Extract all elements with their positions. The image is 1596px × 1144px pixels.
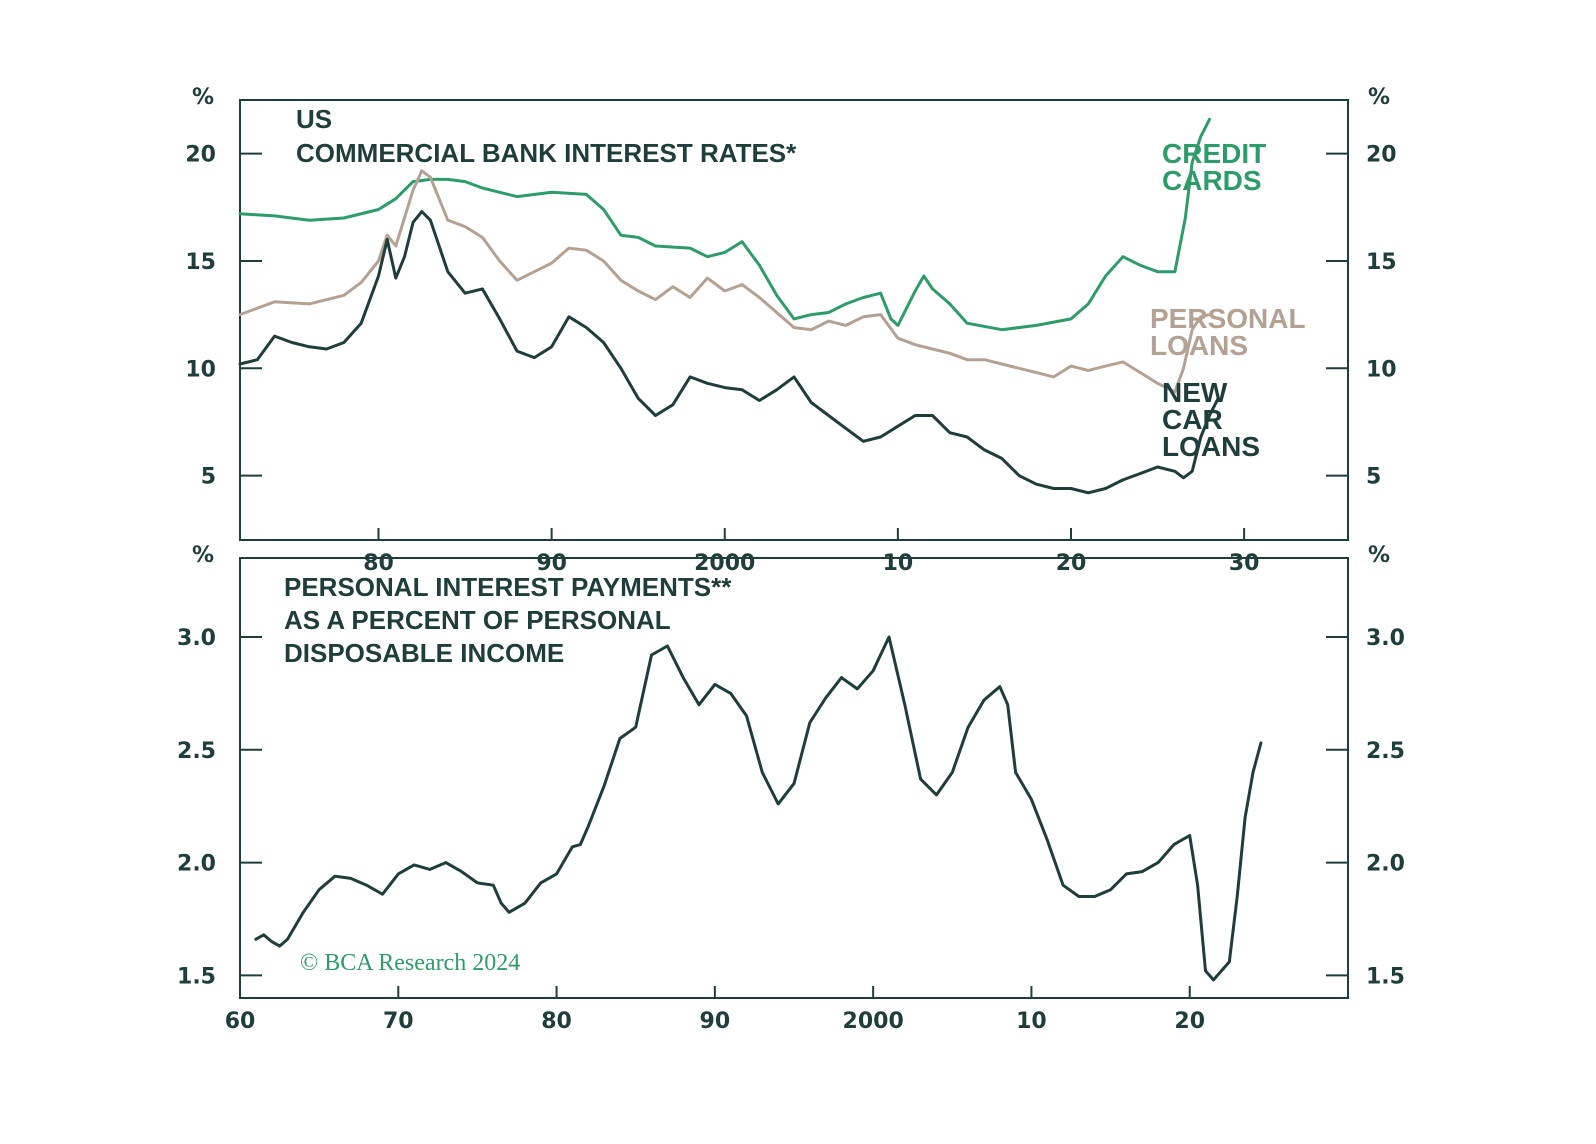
top-x-label: 80: [363, 551, 394, 576]
legend-personal-loans: PERSONAL LOANS: [1150, 303, 1306, 361]
bottom-y-label-right: 2.5: [1366, 739, 1405, 764]
bottom-x-label: 10: [1016, 1009, 1047, 1034]
bottom-y-label-right: 3.0: [1366, 626, 1405, 651]
bottom-y-label-left: 2.0: [177, 852, 216, 877]
top-y-label-right: 5: [1366, 465, 1381, 490]
legend-new-car-loans-line-2: CAR: [1162, 404, 1223, 435]
bottom-left-unit: %: [192, 543, 214, 568]
top-x-ticks: 80 90 2000 10 20 30: [363, 528, 1259, 576]
bottom-x-label: 2000: [843, 1009, 904, 1034]
bottom-title-line-2: AS A PERCENT OF PERSONAL: [284, 605, 671, 635]
bottom-y-ticks: 1.5 1.5 2.0 2.0 2.5 2.5 3.0 3.0: [177, 626, 1405, 989]
top-panel-frame: [239, 99, 1349, 541]
top-right-unit: %: [1368, 85, 1390, 110]
top-title-line-2: COMMERCIAL BANK INTEREST RATES*: [296, 138, 797, 168]
top-y-label-left: 15: [185, 250, 216, 275]
top-y-ticks: 5 5 10 10 15 15 20 20: [185, 143, 1396, 490]
legend-credit-cards: CREDIT CARDS: [1162, 138, 1266, 196]
bottom-y-label-left: 2.5: [177, 739, 216, 764]
bottom-series-lines: [254, 635, 1263, 982]
top-y-label-right: 20: [1366, 143, 1397, 168]
legend-new-car-loans: NEW CAR LOANS: [1162, 377, 1260, 462]
credit-text: © BCA Research 2024: [300, 950, 520, 976]
bottom-x-ticks: 60 70 80 90 2000 10 20: [225, 986, 1205, 1034]
bottom-x-label: 20: [1174, 1009, 1205, 1034]
top-x-label: 90: [536, 551, 567, 576]
top-line-personal-loans: [238, 169, 1211, 394]
bottom-panel: % % 1.5 1.5 2.0 2.0 2.5 2.5 3.0 3.0 60 70 80 90 200…: [177, 543, 1405, 1034]
legend-new-car-loans-line-1: NEW: [1162, 377, 1228, 408]
top-y-label-left: 20: [185, 143, 216, 168]
bottom-panel-frame: [239, 557, 1349, 999]
top-x-label: 20: [1056, 551, 1087, 576]
top-line-new-car-loans: [238, 210, 1220, 495]
bottom-x-label: 90: [700, 1009, 731, 1034]
top-x-label: 2000: [694, 551, 755, 576]
top-x-label: 30: [1229, 551, 1260, 576]
top-x-label: 10: [883, 551, 914, 576]
top-series-lines: [238, 117, 1220, 495]
bottom-y-label-right: 2.0: [1366, 852, 1405, 877]
top-line-credit-cards: [238, 117, 1211, 332]
legend-credit-cards-line-2: CARDS: [1162, 165, 1262, 196]
bottom-y-label-left: 3.0: [177, 626, 216, 651]
top-left-unit: %: [192, 85, 214, 110]
top-y-label-right: 10: [1366, 357, 1397, 382]
bottom-x-label: 80: [541, 1009, 572, 1034]
bottom-x-label: 70: [383, 1009, 414, 1034]
bottom-line-personal-interest-payments: [254, 635, 1263, 982]
bottom-y-label-left: 1.5: [177, 964, 216, 989]
top-title-line-1: US: [296, 104, 332, 134]
legend-credit-cards-line-1: CREDIT: [1162, 138, 1266, 169]
bottom-x-label: 60: [225, 1009, 256, 1034]
top-panel: % % 5 5 10 10 15 15 20 20 80 90 2000 10 20 30 US COM…: [185, 85, 1396, 576]
legend-personal-loans-line-1: PERSONAL: [1150, 303, 1306, 334]
top-y-label-left: 5: [201, 465, 216, 490]
bottom-title-line-1: PERSONAL INTEREST PAYMENTS**: [284, 572, 732, 602]
bottom-y-label-right: 1.5: [1366, 964, 1405, 989]
top-y-label-left: 10: [185, 357, 216, 382]
legend-new-car-loans-line-3: LOANS: [1162, 431, 1260, 462]
legend-personal-loans-line-2: LOANS: [1150, 330, 1248, 361]
top-y-label-right: 15: [1366, 250, 1397, 275]
bottom-title-line-3: DISPOSABLE INCOME: [284, 638, 564, 668]
bottom-right-unit: %: [1368, 543, 1390, 568]
